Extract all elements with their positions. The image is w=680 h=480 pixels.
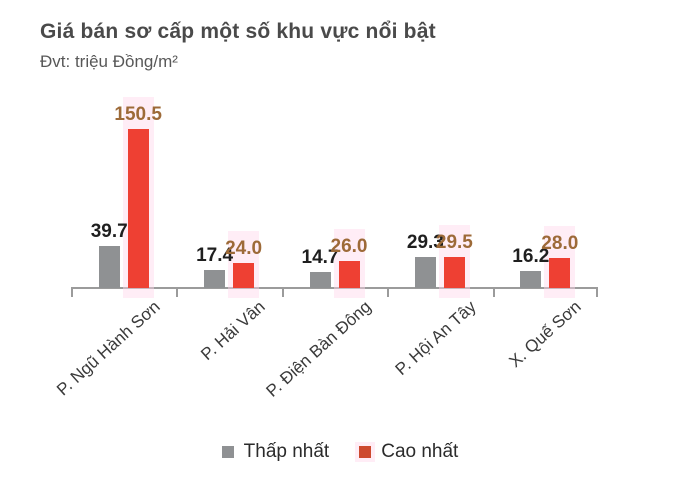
category-label: P. Hải Vân <box>197 297 269 365</box>
bar-thap-nhat <box>309 272 331 288</box>
bar-thap-nhat <box>520 271 542 288</box>
bar-cao-nhat <box>127 129 149 288</box>
legend-label: Cao nhất <box>381 441 459 462</box>
x-axis-tick <box>281 289 284 297</box>
chart-unit-label: Đvt: triệu Đồng/m² <box>40 52 178 71</box>
legend-item: Thấp nhất <box>221 441 330 463</box>
value-label-cao-nhat: 24.0 <box>225 238 263 259</box>
legend-marker <box>359 446 372 458</box>
value-label-cao-nhat: 28.0 <box>541 233 579 254</box>
x-axis-tick <box>387 289 390 297</box>
bar-cao-nhat <box>443 257 465 288</box>
bar-cao-nhat <box>549 258 571 288</box>
value-label-cao-nhat: 150.5 <box>114 104 162 125</box>
category-label: P. Điện Bàn Đông <box>261 297 375 401</box>
chart-title: Giá bán sơ cấp một số khu vực nổi bật <box>40 20 436 43</box>
bar-thap-nhat <box>98 246 120 288</box>
bar-cao-nhat <box>338 261 360 288</box>
value-label-thap-nhat: 16.2 <box>512 246 550 267</box>
x-axis-tick <box>596 289 598 297</box>
value-label-thap-nhat: 14.7 <box>301 247 339 268</box>
x-axis-tick <box>71 289 73 297</box>
value-label-thap-nhat: 39.7 <box>90 221 128 242</box>
value-label-thap-nhat: 29.3 <box>406 232 444 253</box>
legend: Thấp nhất Cao nhất <box>0 441 680 463</box>
value-label-cao-nhat: 26.0 <box>330 236 368 257</box>
value-label-thap-nhat: 17.4 <box>196 245 234 266</box>
legend-item: Cao nhất <box>359 441 458 463</box>
category-label: P. Hội An Tây <box>391 297 480 379</box>
legend-marker <box>221 446 234 458</box>
value-label-cao-nhat: 29.5 <box>435 232 473 253</box>
x-axis-tick <box>492 289 495 297</box>
category-label: P. Ngũ Hành Sơn <box>52 297 164 400</box>
x-axis-line <box>71 287 598 289</box>
bar-cao-nhat <box>233 263 255 288</box>
bar-thap-nhat <box>204 270 226 288</box>
bar-thap-nhat <box>414 257 436 288</box>
x-axis-tick <box>176 289 179 297</box>
x-axis-labels: P. Ngũ Hành Sơn P. Hải Vân P. Điện Bàn Đôn… <box>53 289 598 439</box>
category-label: X. Quế Sơn <box>505 297 586 372</box>
legend-label: Thấp nhất <box>243 441 330 462</box>
plot-area: 39.7 150.5 17.4 24.0 14.7 26.0 29.3 29.5 16.2 28.… <box>71 97 598 298</box>
